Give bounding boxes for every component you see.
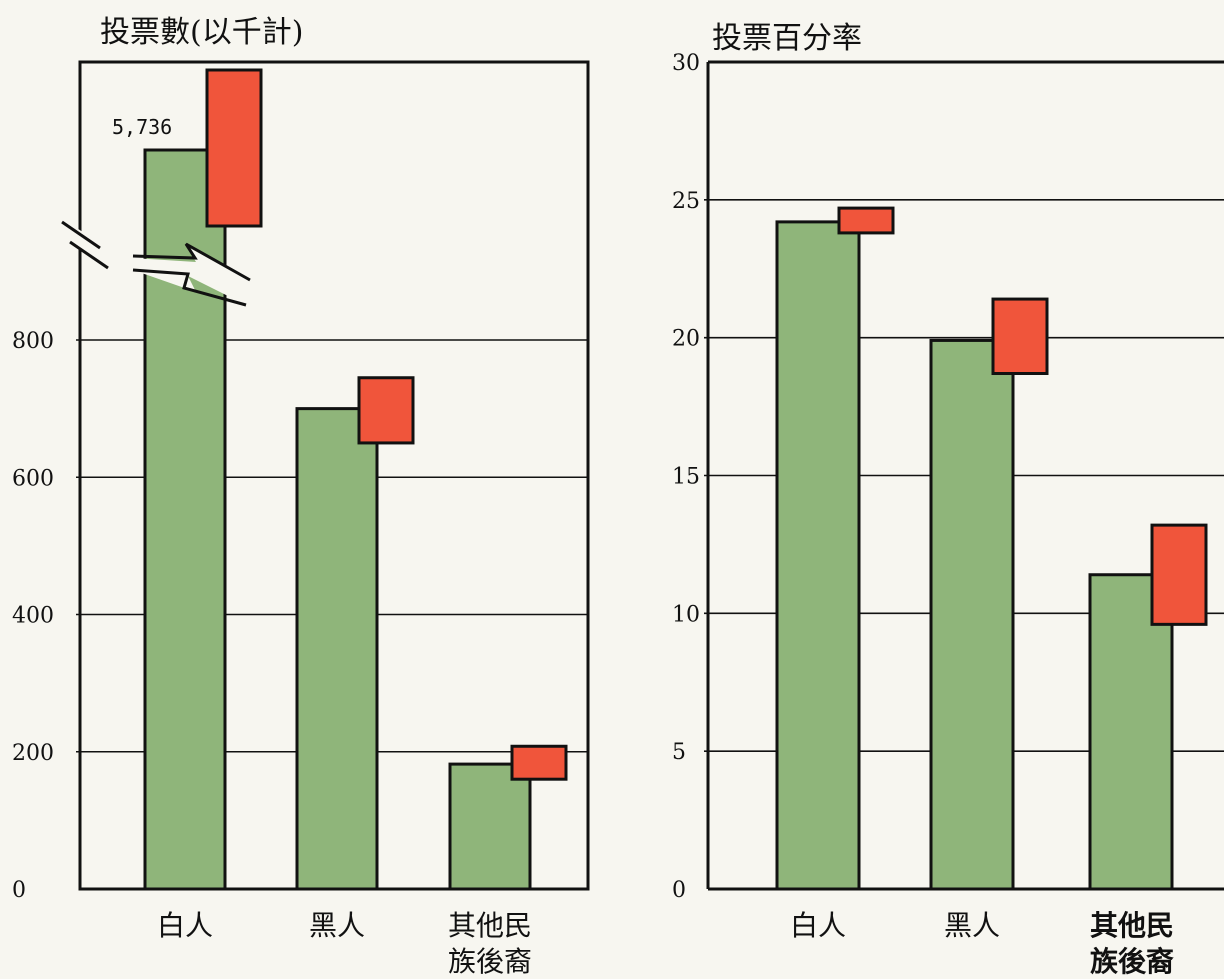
right-ytick-label: 0 — [672, 878, 686, 903]
right-ytick-label: 10 — [672, 602, 700, 627]
left-ytick-label: 200 — [12, 741, 54, 766]
right-chart-title: 投票百分率 — [712, 21, 862, 56]
left-range-box — [510, 744, 568, 781]
right-range-box — [1150, 523, 1208, 626]
left-category-label: 白人 — [157, 909, 213, 942]
left-axis-break-line — [61, 220, 101, 250]
right-ytick-label: 25 — [672, 189, 700, 214]
left-range-box — [357, 376, 415, 445]
right-range-box — [837, 206, 895, 235]
right-ytick-label: 20 — [672, 327, 700, 352]
left-chart-title: 投票數(以千計) — [100, 15, 303, 50]
left-bar-break-line — [132, 242, 251, 282]
right-category-label: 其他民 — [1090, 909, 1174, 942]
right-range-box — [991, 297, 1049, 376]
right-bar — [1088, 573, 1174, 891]
right-bar — [929, 338, 1015, 891]
left-ytick-label: 400 — [12, 604, 54, 629]
right-category-label: 族後裔 — [1090, 945, 1174, 975]
left-bar-break-gap — [133, 246, 250, 305]
right-ytick-label: 15 — [672, 465, 700, 490]
left-ytick-label: 600 — [12, 466, 54, 491]
left-category-label: 黑人 — [309, 909, 365, 942]
right-ytick-label: 30 — [672, 51, 700, 76]
left-ytick-label: 0 — [12, 878, 26, 903]
left-range-box — [205, 68, 263, 228]
left-bar — [295, 407, 379, 891]
left-axis-break-line — [69, 240, 109, 270]
right-category-label: 白人 — [790, 909, 846, 942]
right-bar — [775, 220, 861, 891]
left-bar — [448, 762, 532, 891]
right-ytick-label: 5 — [672, 740, 686, 765]
left-ytick-label: 800 — [12, 329, 54, 354]
left-bar-break-line — [132, 268, 247, 307]
left-category-label: 其他民 — [448, 909, 532, 942]
right-category-label: 黑人 — [944, 909, 1000, 942]
left-axis-break-gap — [59, 222, 111, 264]
left-data-label: 5,736 — [112, 115, 172, 139]
left-category-label: 族後裔 — [448, 945, 532, 975]
